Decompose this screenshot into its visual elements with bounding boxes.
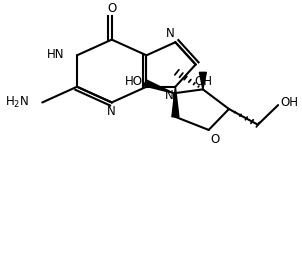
Text: HO: HO: [125, 75, 143, 88]
Text: O: O: [107, 2, 116, 15]
Text: OH: OH: [194, 75, 212, 88]
Text: N: N: [107, 105, 116, 118]
Text: OH: OH: [281, 97, 298, 109]
Text: N: N: [165, 89, 174, 101]
Polygon shape: [199, 72, 206, 89]
Text: H$_2$N: H$_2$N: [5, 95, 29, 110]
Text: N: N: [166, 27, 175, 41]
Polygon shape: [172, 87, 179, 117]
Text: O: O: [210, 133, 219, 146]
Text: HN: HN: [47, 48, 64, 60]
Polygon shape: [144, 80, 174, 93]
